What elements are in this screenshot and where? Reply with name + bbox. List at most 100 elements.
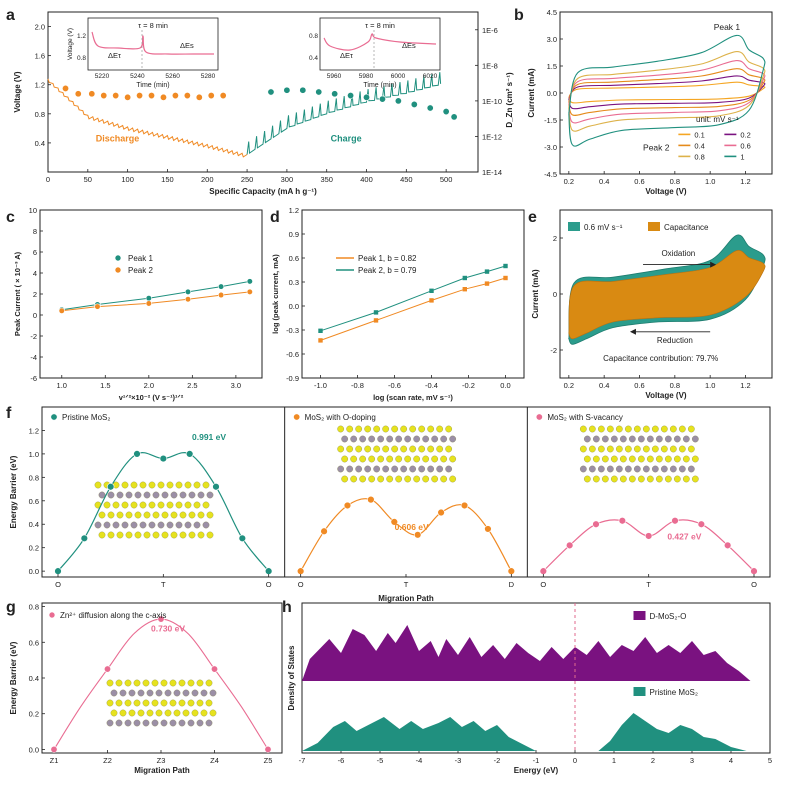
panel-g-structure-atom bbox=[146, 689, 154, 697]
panel-f-frame bbox=[41, 406, 771, 578]
panel-d-ylabel: log (peak current, mA) bbox=[271, 254, 280, 334]
panel-f-structure-0-atom bbox=[98, 511, 106, 519]
panel-a-discharge-point bbox=[195, 93, 203, 101]
panel-b-cv-curve-0.8 bbox=[568, 51, 766, 132]
panel-g-point bbox=[104, 665, 112, 673]
panel-d-point bbox=[318, 338, 323, 343]
panel-g-structure-atom bbox=[115, 679, 123, 687]
panel-f-structure-0-atom bbox=[121, 501, 129, 509]
panel-f-structure-2-atom bbox=[655, 435, 663, 443]
panel-g-structure-atom bbox=[164, 709, 172, 717]
panel-f-structure-1-atom bbox=[373, 425, 381, 433]
panel-g-y-tick-label: 0.0 bbox=[29, 745, 39, 754]
panel-f-structure-2-atom bbox=[579, 425, 587, 433]
panel-a-y2-tick-label: 1E-6 bbox=[482, 26, 498, 35]
panel-f-structure-0-atom bbox=[134, 511, 142, 519]
panel-h-x-tick-label: -5 bbox=[377, 756, 384, 765]
panel-f-structure-0-atom bbox=[157, 501, 165, 509]
panel-f-structure-1-atom bbox=[431, 475, 439, 483]
panel-c-x-tick-label: 1.0 bbox=[57, 381, 67, 390]
panel-label-b: b bbox=[514, 7, 524, 24]
panel-f-point bbox=[212, 483, 220, 491]
panel-a-inset-xtick: 5280 bbox=[201, 73, 216, 80]
panel-label-d: d bbox=[270, 209, 280, 226]
panel-f-structure-2 bbox=[579, 425, 699, 483]
panel-f-structure-2-atom bbox=[601, 475, 609, 483]
panel-f-structure-1-atom bbox=[422, 475, 430, 483]
panel-f-structure-1-atom bbox=[436, 465, 444, 473]
panel-a-inset-ytick: 0.8 bbox=[309, 33, 318, 40]
panel-f-structure-1-atom bbox=[355, 445, 363, 453]
panel-a-charge-point bbox=[315, 88, 323, 96]
panel-g-structure-atom bbox=[173, 709, 181, 717]
panel-a-x-tick-label: 250 bbox=[241, 175, 254, 184]
panel-f-structure-1-atom bbox=[364, 445, 372, 453]
panel-f-structure-2-atom bbox=[691, 455, 699, 463]
panel-c-y-tick-label: 0 bbox=[33, 311, 37, 320]
panel-f-structure-0-atom bbox=[112, 521, 120, 529]
panel-f-structure-0-atom bbox=[206, 511, 214, 519]
panel-d-point bbox=[429, 288, 434, 293]
panel-g-structure-atom bbox=[133, 719, 141, 727]
panel-f-structure-2-atom bbox=[655, 475, 663, 483]
panel-g-y-tick-label: 0.2 bbox=[29, 710, 39, 719]
panel-f-x-tick-label: D bbox=[509, 580, 515, 589]
panel-c-point bbox=[184, 296, 192, 303]
panel-a-discharge-point bbox=[207, 92, 215, 100]
panel-f-structure-1-atom bbox=[368, 475, 376, 483]
panel-g-structure-atom bbox=[169, 719, 177, 727]
panel-f-point bbox=[54, 567, 62, 575]
panel-f-point bbox=[750, 567, 758, 575]
panel-f-x-tick-label: O bbox=[266, 580, 272, 589]
panel-f-structure-0-atom bbox=[103, 521, 111, 529]
panel-f-structure-1-atom bbox=[368, 455, 376, 463]
panel-a-charge-point bbox=[378, 95, 386, 103]
panel-f-structure-2-atom bbox=[669, 445, 677, 453]
panel-a-discharge-point bbox=[112, 92, 120, 100]
panel-f-structure-1-atom bbox=[431, 455, 439, 463]
panel-a-y-tick-label: 0.8 bbox=[35, 110, 45, 119]
panel-h-x-tick-label: 4 bbox=[729, 756, 733, 765]
panel-b-x-tick-label: 0.8 bbox=[670, 177, 680, 186]
panel-f-structure-2-atom bbox=[664, 475, 672, 483]
panel-e-legend-label-cv: 0.6 mV s⁻¹ bbox=[584, 223, 623, 232]
panel-c-point bbox=[184, 288, 192, 296]
panel-h-x-tick-label: 2 bbox=[651, 756, 655, 765]
panel-b-legend-label: 0.4 bbox=[694, 141, 704, 150]
panel-b-x-tick-label: 1.0 bbox=[705, 177, 715, 186]
panel-g-ylabel: Energy Barrier (eV) bbox=[9, 641, 18, 714]
panel-d-frame bbox=[301, 209, 525, 379]
panel-a-ylabel: Voltage (V) bbox=[13, 71, 22, 113]
panel-f-structure-2-atom bbox=[624, 425, 632, 433]
panel-e-y-tick-label: 0 bbox=[553, 290, 557, 299]
panel-h-legend-swatch-pristine bbox=[633, 687, 646, 696]
panel-b-y-tick-label: 3.0 bbox=[547, 35, 557, 44]
panel-a-x-tick-label: 400 bbox=[360, 175, 373, 184]
panel-g-structure-atom bbox=[196, 679, 204, 687]
panel-f-structure-2-atom bbox=[588, 445, 596, 453]
panel-f-structure-1 bbox=[337, 425, 457, 483]
panel-f-x-tick-label: O bbox=[540, 580, 546, 589]
panel-a-y2-tick-label: 1E-10 bbox=[482, 97, 502, 106]
panel-f-structure-2-atom bbox=[592, 435, 600, 443]
panel-f-structure-1-atom bbox=[341, 475, 349, 483]
panel-f-structure-0-atom bbox=[206, 491, 214, 499]
panel-f-structure-0-atom bbox=[175, 521, 183, 529]
panel-g-x-tick-label: Z2 bbox=[103, 756, 112, 765]
panel-f-structure-0-atom bbox=[94, 521, 102, 529]
panel-g-structure-atom bbox=[133, 679, 141, 687]
panel-g-structure-atom bbox=[187, 719, 195, 727]
panel-g-structure-atom bbox=[110, 689, 118, 697]
panel-g-x-tick-label: Z4 bbox=[210, 756, 219, 765]
panel-f-structure-1-atom bbox=[445, 425, 453, 433]
panel-c-ylabel: Peak Current ( × 10⁻³ A) bbox=[13, 251, 22, 336]
panel-f-structure-2-atom bbox=[579, 465, 587, 473]
panel-c-legend-label: Peak 2 bbox=[128, 266, 153, 275]
panel-f-point bbox=[507, 567, 516, 575]
panel-g-structure-atom bbox=[178, 679, 186, 687]
panel-a-inset-ytick: 0.8 bbox=[77, 55, 86, 62]
panel-c-point bbox=[145, 300, 152, 307]
panel-a-inset-xtick: 6020 bbox=[423, 73, 438, 80]
panel-e-reduction-label: Reduction bbox=[657, 336, 693, 345]
panel-e-xlabel: Voltage (V) bbox=[645, 391, 687, 400]
